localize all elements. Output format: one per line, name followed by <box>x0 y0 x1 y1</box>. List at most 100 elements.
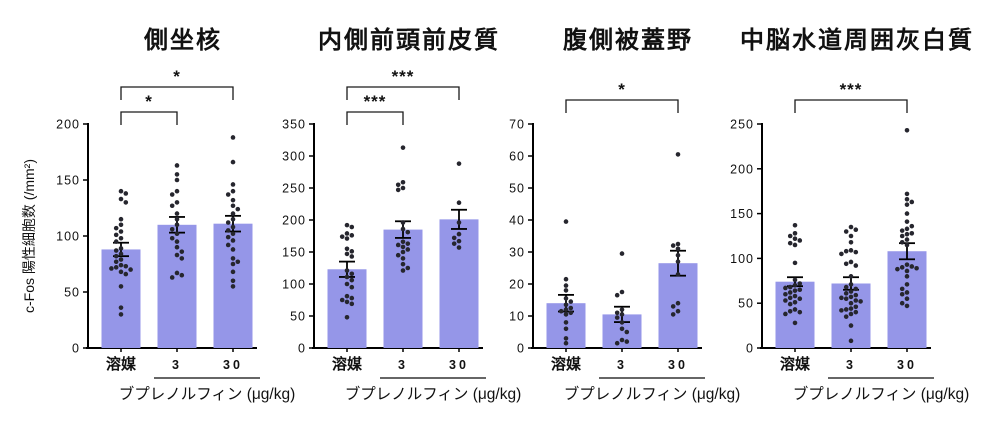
data-point <box>792 277 798 283</box>
data-point <box>792 320 798 326</box>
data-point <box>848 311 854 317</box>
y-tick-label: 0 <box>298 342 306 356</box>
data-point <box>563 296 569 301</box>
data-point <box>848 289 854 294</box>
data-point <box>174 216 180 222</box>
data-point <box>344 236 350 241</box>
y-tick-label: 50 <box>509 182 525 196</box>
data-point <box>904 196 910 202</box>
data-point <box>225 234 231 240</box>
data-point <box>563 320 569 325</box>
data-point <box>123 271 129 277</box>
data-point <box>899 286 905 292</box>
y-tick-label: 60 <box>509 150 525 164</box>
data-point <box>675 246 681 252</box>
data-point <box>128 267 133 272</box>
data-point <box>344 268 350 273</box>
data-point <box>349 224 355 230</box>
data-point <box>118 312 124 317</box>
data-point <box>853 263 859 268</box>
data-point <box>113 265 119 270</box>
data-point <box>558 308 564 314</box>
data-point <box>675 308 681 314</box>
data-point <box>230 216 236 222</box>
data-point <box>405 247 411 252</box>
data-point <box>118 305 124 310</box>
data-point <box>118 284 124 289</box>
data-point <box>619 337 625 343</box>
chart-title: 内側前頭前皮質 <box>318 26 500 54</box>
data-point <box>904 211 910 216</box>
data-point <box>118 188 124 194</box>
data-point <box>395 187 401 193</box>
data-point <box>456 220 462 225</box>
category-label: 溶媒 <box>106 355 137 373</box>
data-point <box>174 211 180 216</box>
significance-stars: *** <box>840 80 863 99</box>
data-point <box>899 239 905 245</box>
data-point <box>904 274 910 279</box>
data-point <box>344 231 350 236</box>
data-point <box>235 206 241 212</box>
data-point <box>113 239 119 244</box>
dose-axis-label: ブプレノルフィン (μg/kg) <box>793 384 970 403</box>
significance-bracket <box>346 111 404 125</box>
data-point <box>904 226 910 232</box>
data-point <box>118 262 124 268</box>
data-point <box>174 200 180 205</box>
data-point <box>848 294 854 300</box>
data-point <box>848 323 854 328</box>
data-point <box>899 291 905 297</box>
data-point <box>169 203 175 209</box>
data-point <box>400 249 406 255</box>
data-point <box>843 284 849 290</box>
data-point <box>349 233 355 238</box>
category-label: 溶媒 <box>780 355 811 373</box>
significance-stars: *** <box>364 92 387 111</box>
y-tick-label: 200 <box>56 118 80 132</box>
data-point <box>853 304 859 310</box>
data-point <box>230 247 236 252</box>
data-point <box>675 259 681 264</box>
category-label: 3 <box>617 358 627 372</box>
data-point <box>174 222 180 228</box>
data-point <box>174 239 180 244</box>
data-point <box>899 300 905 306</box>
data-point <box>230 224 236 230</box>
data-point <box>675 241 681 247</box>
data-point <box>169 192 175 197</box>
data-point <box>225 220 231 225</box>
data-point <box>230 284 236 289</box>
data-point <box>619 289 625 295</box>
y-tick-label: 200 <box>730 162 754 176</box>
data-point <box>792 288 798 293</box>
data-point <box>563 283 569 288</box>
y-tick-label: 100 <box>730 252 754 266</box>
data-point <box>909 199 915 205</box>
data-point <box>230 231 236 237</box>
y-tick-label: 150 <box>282 246 306 260</box>
data-point <box>230 238 236 243</box>
y-tick-label: 300 <box>282 150 306 164</box>
data-point <box>344 251 350 257</box>
data-point <box>904 127 910 133</box>
data-point <box>123 263 129 269</box>
y-tick-label: 50 <box>738 297 754 311</box>
y-tick-label: 350 <box>282 118 306 132</box>
y-tick-label: 150 <box>56 174 80 188</box>
data-point <box>843 291 849 296</box>
y-tick-label: 250 <box>730 118 754 132</box>
data-point <box>797 296 803 302</box>
data-point <box>179 272 185 278</box>
data-point <box>123 191 129 196</box>
data-point <box>456 161 462 166</box>
data-point <box>169 235 175 241</box>
data-point <box>848 282 854 287</box>
chart-panel: 中脳水道周囲灰白質 0 50 100 150 200 250 溶媒 3 30 ブプレノルフィン (μ… <box>730 26 972 403</box>
category-label: 3 <box>846 358 856 372</box>
data-point <box>118 235 124 241</box>
data-point <box>839 251 844 257</box>
data-point <box>848 306 854 311</box>
data-point <box>174 244 180 250</box>
data-point <box>853 227 859 233</box>
